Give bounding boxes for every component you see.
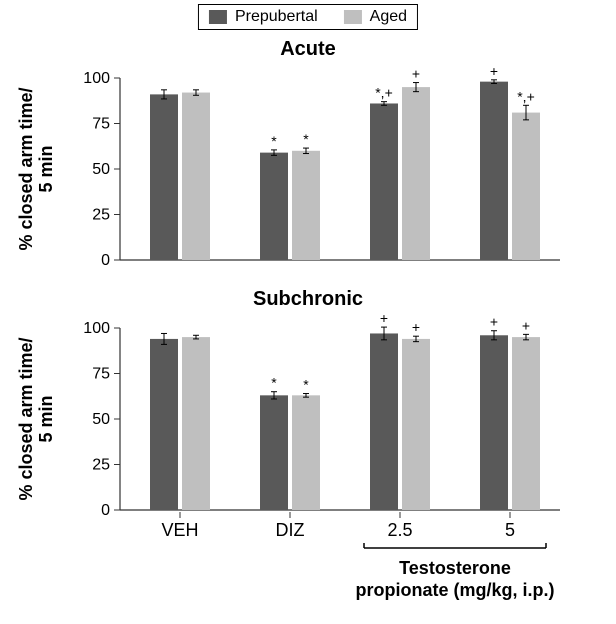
bar	[182, 93, 210, 260]
ytick-label: 75	[92, 116, 110, 133]
legend: Prepubertal Aged	[198, 4, 418, 30]
x-axis: VEH DIZ 2.5 5 Testosteronepropionate (mg/kg,…	[0, 512, 616, 622]
bar	[292, 395, 320, 510]
chart-title-subchronic: Subchronic	[0, 288, 616, 311]
bar-annotation: +	[412, 319, 420, 335]
bar-annotation: +	[490, 63, 498, 79]
ytick-label: 25	[92, 207, 110, 224]
y-axis-label-line1: % closed arm time/	[16, 87, 36, 250]
bar-annotation: +	[522, 317, 530, 333]
bar-annotation: *	[303, 377, 309, 393]
bracket-label-line1: Testosterone	[399, 558, 511, 578]
chart-subchronic: 0255075100% closed arm time/5 min**++++	[0, 310, 616, 520]
y-axis-label-line2: 5 min	[36, 395, 56, 442]
bar-annotation: +	[380, 310, 388, 326]
bar-annotation: *	[271, 133, 277, 149]
legend-label-aged: Aged	[370, 8, 407, 26]
x-tick-label: VEH	[161, 520, 198, 540]
bar-annotation: +	[490, 314, 498, 330]
legend-label-prepubertal: Prepubertal	[235, 8, 318, 26]
ytick-label: 75	[92, 366, 110, 383]
y-axis-label-line2: 5 min	[36, 145, 56, 192]
ytick-label: 100	[83, 70, 110, 87]
ytick-label: 50	[92, 411, 110, 428]
x-tick-label: DIZ	[276, 520, 305, 540]
bar-annotation: *	[303, 131, 309, 147]
bar	[512, 337, 540, 510]
bar-annotation: *,+	[375, 85, 393, 101]
bar	[260, 395, 288, 510]
bar	[292, 151, 320, 260]
bar	[150, 339, 178, 510]
bar-annotation: +	[412, 66, 420, 82]
bar	[480, 82, 508, 260]
bar	[182, 337, 210, 510]
legend-swatch-prepubertal	[209, 10, 227, 24]
chart-title-acute: Acute	[0, 38, 616, 61]
x-tick-label: 5	[505, 520, 515, 540]
bar-annotation: *,+	[517, 88, 535, 104]
x-tick-label: 2.5	[387, 520, 412, 540]
bracket-label-line2: propionate (mg/kg, i.p.)	[356, 580, 555, 600]
y-axis-label-line1: % closed arm time/	[16, 337, 36, 500]
bar	[150, 94, 178, 260]
ytick-label: 25	[92, 457, 110, 474]
ytick-label: 0	[101, 252, 110, 269]
bar	[260, 153, 288, 260]
bar	[402, 339, 430, 510]
bar-annotation: *	[271, 375, 277, 391]
bar	[370, 333, 398, 510]
figure: Prepubertal Aged Acute 0 25 50 75 100 % close…	[0, 0, 616, 624]
bar	[402, 87, 430, 260]
ytick-label: 100	[83, 320, 110, 337]
legend-swatch-aged	[344, 10, 362, 24]
ytick-label: 50	[92, 161, 110, 178]
bar	[480, 335, 508, 510]
bar	[512, 113, 540, 260]
bar	[370, 103, 398, 260]
chart-acute: 0 25 50 75 100 % closed arm time/5 min * * *,+ + +…	[0, 60, 616, 270]
